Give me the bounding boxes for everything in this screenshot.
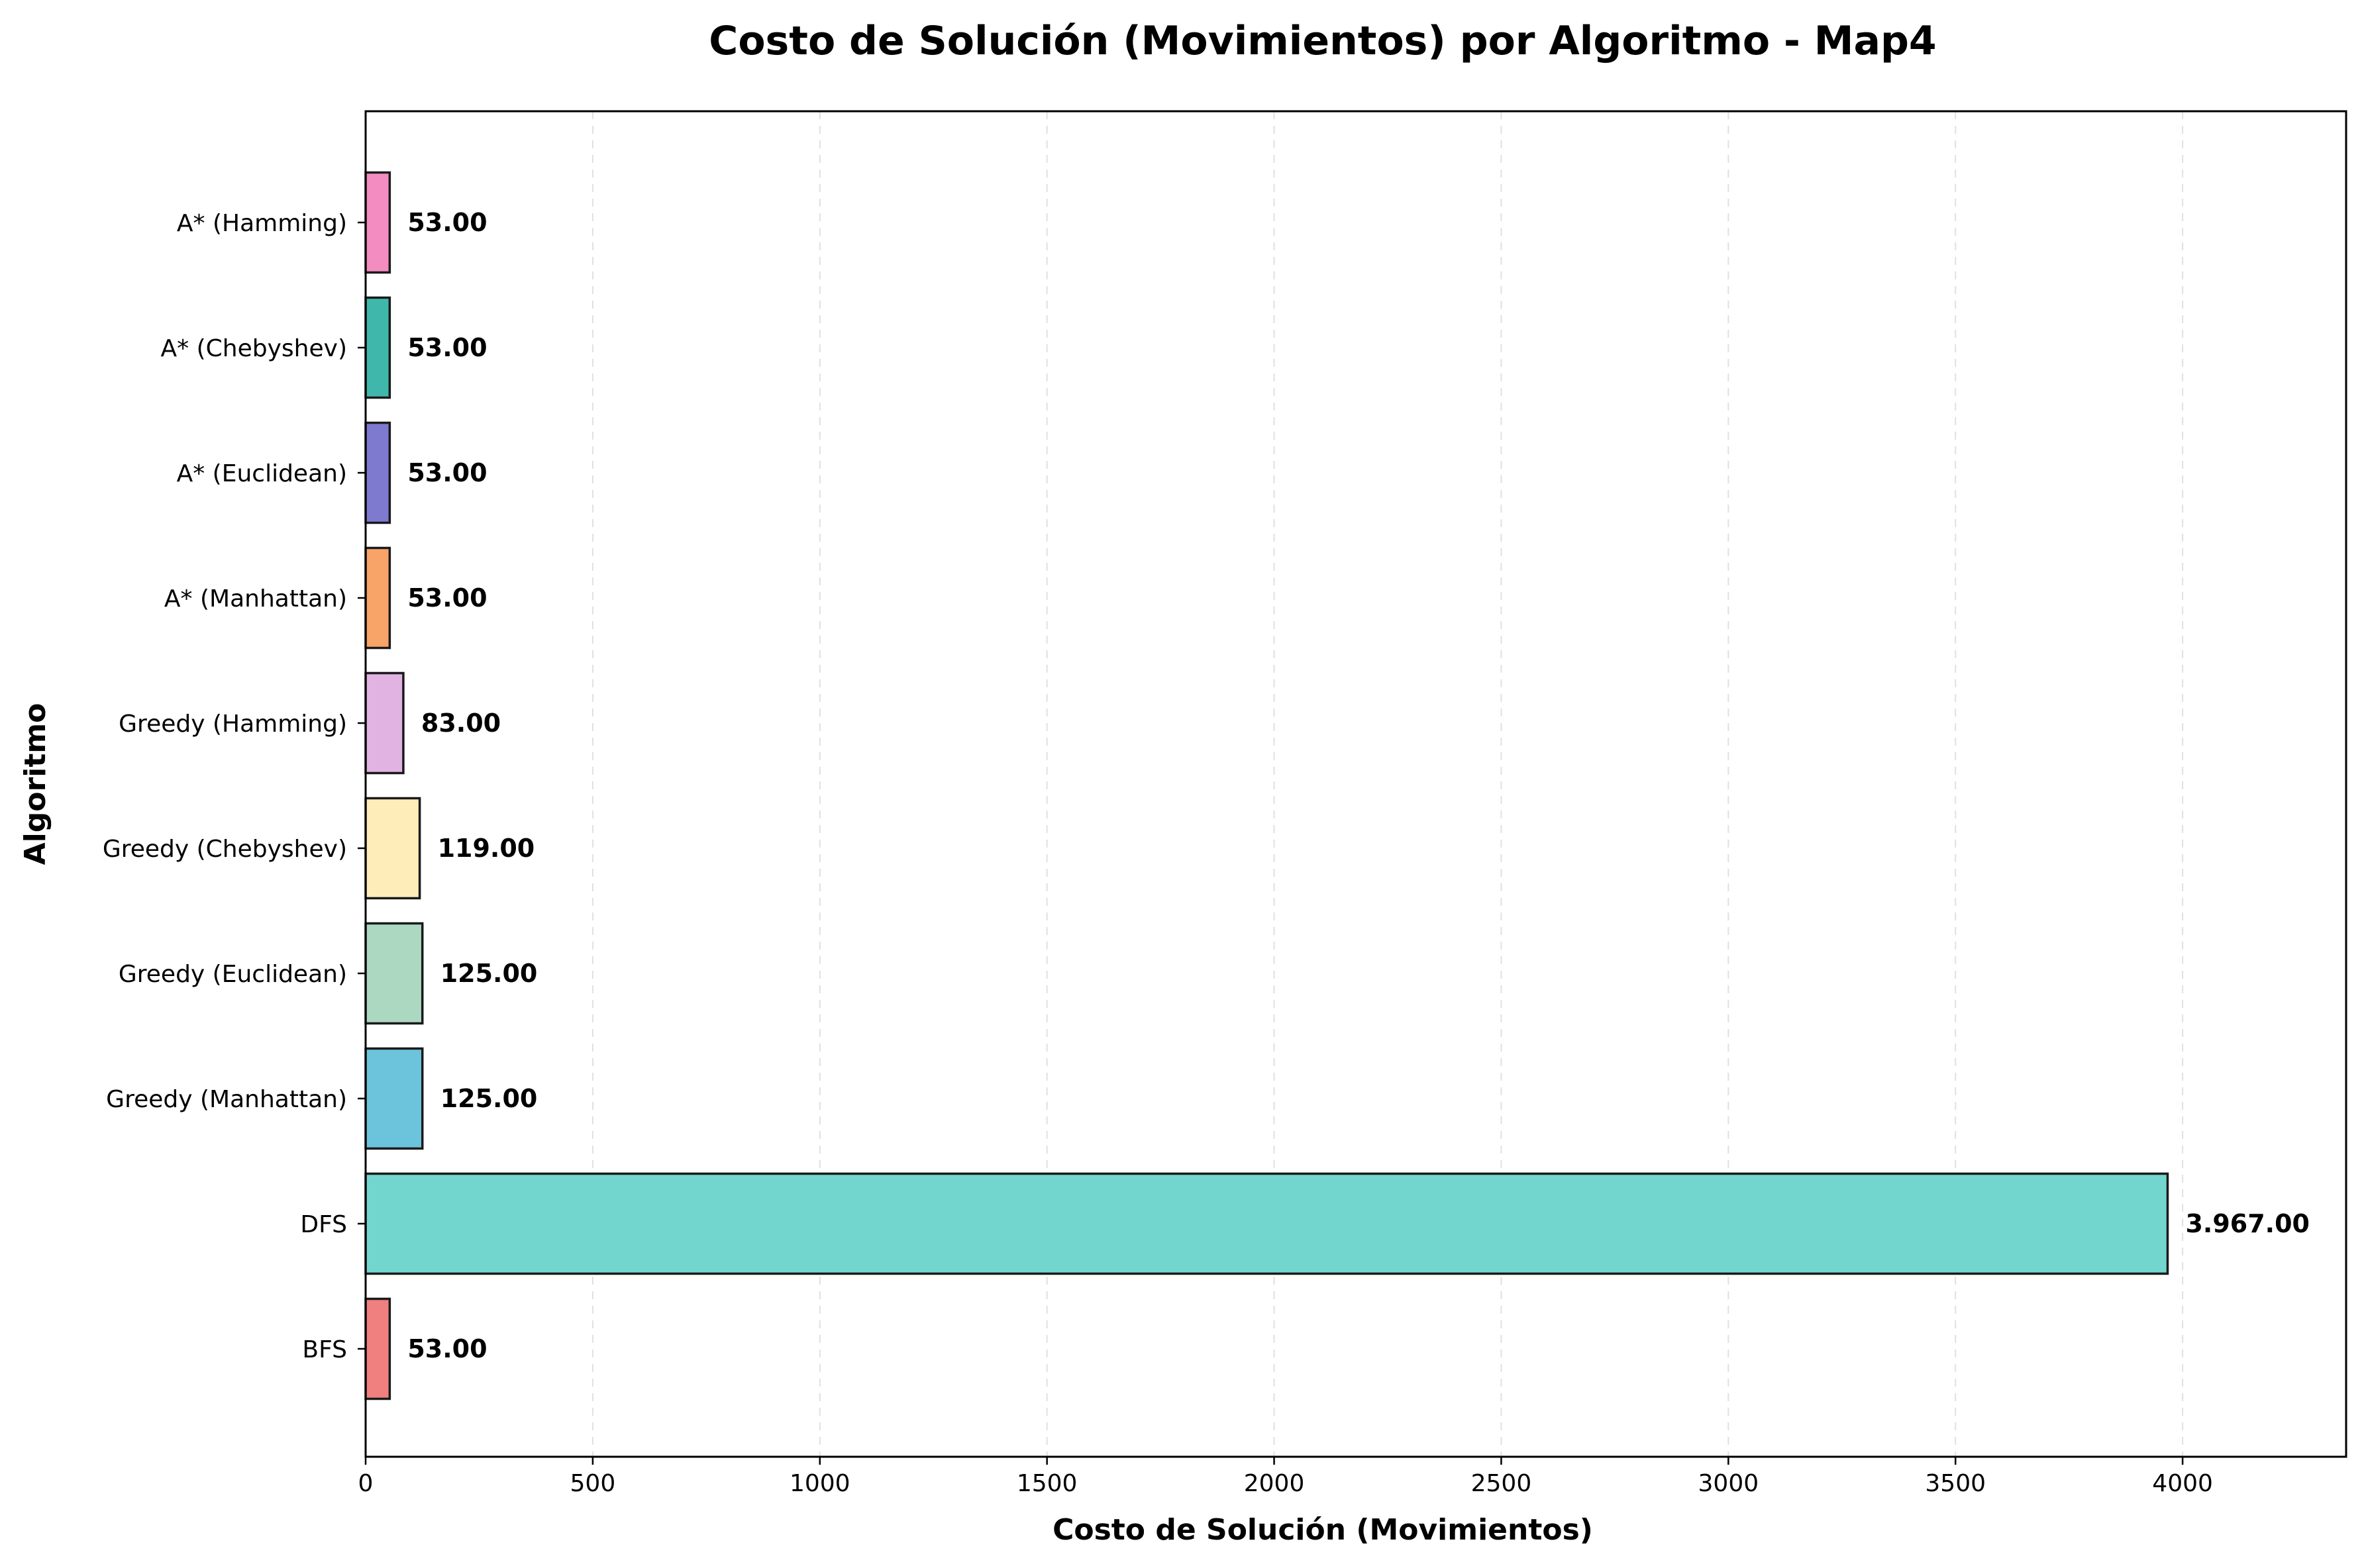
y-tick-label: DFS: [300, 1211, 347, 1238]
y-tick-label: Greedy (Hamming): [119, 710, 347, 738]
x-tick-label: 1000: [790, 1470, 850, 1497]
x-tick-label: 2000: [1244, 1470, 1305, 1497]
x-axis-ticks: 0 500 1000 1500 2000 2500 3000 3500 4000: [358, 1457, 2213, 1497]
x-tick-label: 2500: [1471, 1470, 1532, 1497]
bar: [364, 296, 391, 399]
y-tick-label: A* (Chebyshev): [161, 335, 347, 362]
bar: [364, 1297, 391, 1400]
bar: [364, 1047, 424, 1150]
x-tick-label: 1500: [1017, 1470, 1078, 1497]
y-axis-ticks: BFS DFS Greedy (Manhattan) Greedy (Euclidea…: [103, 210, 366, 1363]
bar-value-label: 53.00: [407, 333, 487, 362]
bar-value-label: 53.00: [407, 458, 487, 487]
bar: [364, 546, 391, 650]
x-axis-label: Costo de Solución (Movimientos): [1053, 1513, 1593, 1547]
y-tick-label: A* (Hamming): [177, 210, 347, 237]
x-tick-label: 500: [570, 1470, 616, 1497]
bar-value-label: 53.00: [407, 208, 487, 237]
y-axis-label: Algoritmo: [19, 703, 52, 865]
y-tick-label: A* (Manhattan): [164, 585, 347, 612]
y-tick-label: Greedy (Euclidean): [119, 961, 347, 988]
bar: [364, 171, 391, 274]
grid-lines: [591, 111, 2184, 1457]
y-tick-label: BFS: [302, 1336, 347, 1363]
plot-frame: [364, 110, 2347, 1458]
bar: [364, 1172, 2169, 1275]
bar-value-label: 119.00: [438, 834, 535, 863]
x-tick-label: 3500: [1925, 1470, 1986, 1497]
bar-value-label: 125.00: [440, 1084, 538, 1113]
bar: [364, 671, 405, 775]
x-tick-label: 0: [358, 1470, 374, 1497]
bar-value-label: 83.00: [421, 709, 501, 738]
y-tick-label: Greedy (Manhattan): [106, 1086, 347, 1113]
bar: [364, 797, 421, 900]
data-labels: 53.00 3.967.00 125.00 125.00 119.00 83.00 53.0…: [407, 208, 2310, 1363]
bar: [364, 922, 424, 1025]
x-tick-label: 4000: [2152, 1470, 2213, 1497]
y-tick-label: A* (Euclidean): [177, 460, 347, 487]
bars: [364, 171, 2169, 1400]
bar: [364, 421, 391, 524]
bar-value-label: 53.00: [407, 1334, 487, 1363]
bar-value-label: 53.00: [407, 583, 487, 612]
bar-value-label: 125.00: [440, 959, 538, 988]
x-tick-label: 3000: [1698, 1470, 1759, 1497]
y-tick-label: Greedy (Chebyshev): [103, 836, 347, 863]
chart-title: Costo de Solución (Movimientos) por Algo…: [709, 18, 1936, 64]
bar-value-label: 3.967.00: [2185, 1209, 2310, 1238]
